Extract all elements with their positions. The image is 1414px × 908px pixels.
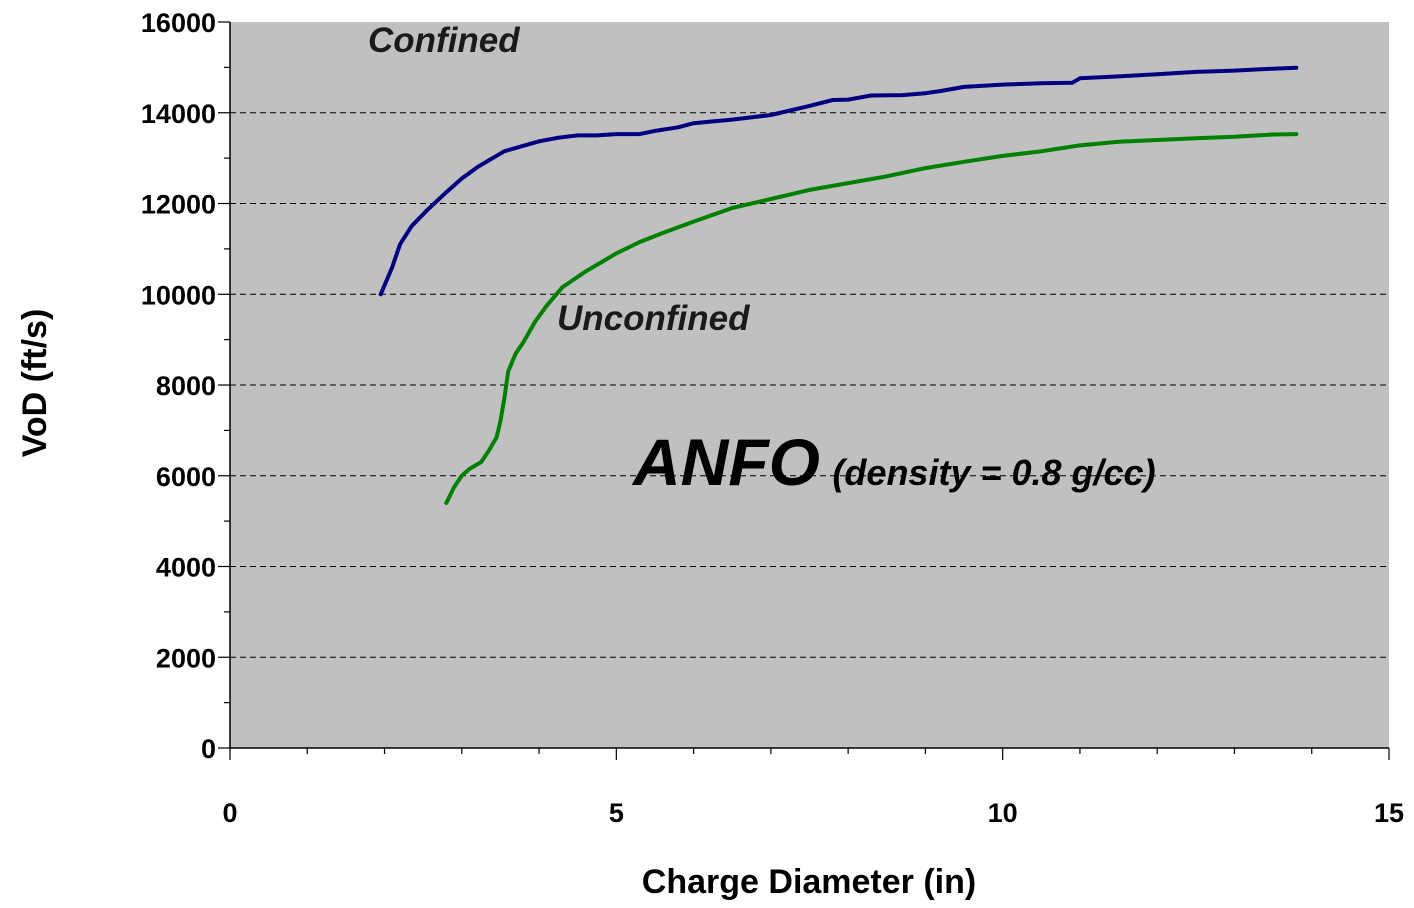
x-tick-label-15: 15 [1374,798,1404,828]
series-label-confined: Confined [368,21,520,60]
axes [218,21,1390,760]
tick-labels: 0 2000 4000 6000 8000 10000 12000 14000 16000 0 5 1… [141,8,1404,828]
y-axis-title: VoD (ft/s) [16,309,54,458]
x-tick-label-0: 0 [222,798,237,828]
anfo-main-text: ANFO [631,425,820,499]
series-lines [378,65,1299,505]
x-axis-title: Charge Diameter (in) [642,863,976,901]
y-tick-label-12000: 12000 [141,190,216,220]
y-tick-label-10000: 10000 [141,280,216,310]
y-tick-label-8000: 8000 [156,371,216,401]
series-label-unconfined: Unconfined [557,299,750,338]
y-tick-label-4000: 4000 [156,553,216,583]
x-tick-label-5: 5 [609,798,624,828]
y-tick-label-0: 0 [201,734,216,764]
x-tick-label-10: 10 [988,798,1018,828]
y-tick-label-16000: 16000 [141,8,216,38]
series-line-unconfined [444,132,1299,505]
y-tick-label-6000: 6000 [156,462,216,492]
anfo-annotation: ANFO (density = 0.8 g/cc) [631,425,1156,499]
anfo-density-text: (density = 0.8 g/cc) [832,452,1155,493]
y-tick-label-14000: 14000 [141,99,216,129]
series-line-confined [378,65,1299,297]
y-tick-label-2000: 2000 [156,643,216,673]
gridlines [230,112,1389,658]
